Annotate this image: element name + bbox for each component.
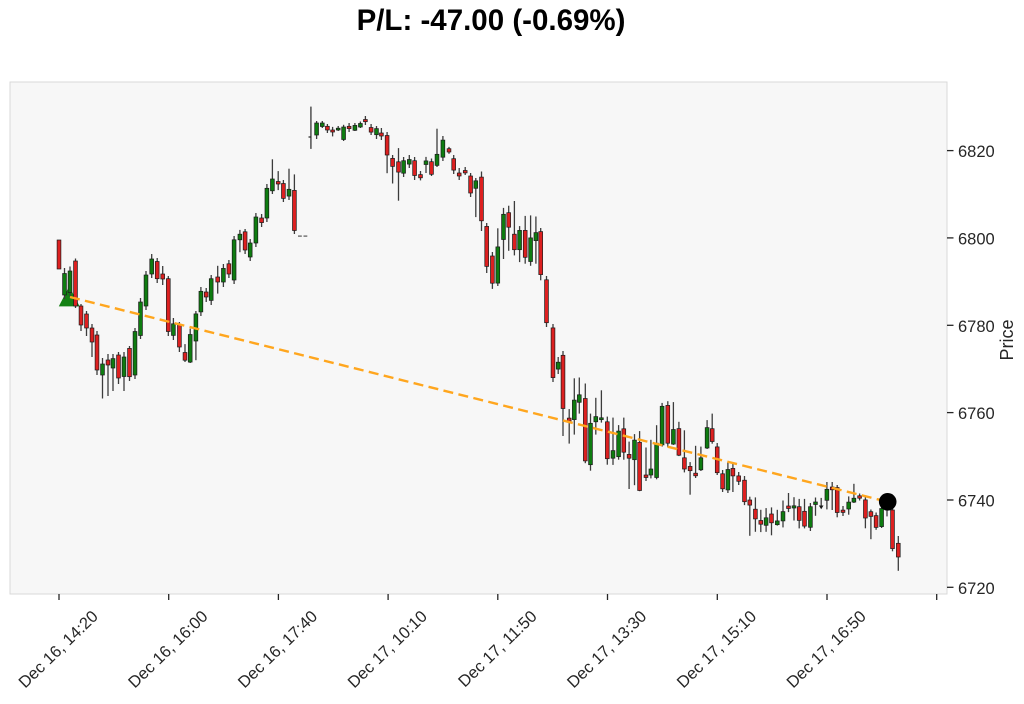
svg-text:6780: 6780 xyxy=(958,318,995,336)
svg-text:P/L: -47.00 (-0.69%): P/L: -47.00 (-0.69%) xyxy=(357,4,626,37)
svg-text:6740: 6740 xyxy=(958,493,995,511)
svg-text:Price: Price xyxy=(997,319,1017,360)
svg-text:6820: 6820 xyxy=(958,143,995,161)
svg-text:6720: 6720 xyxy=(958,580,995,598)
svg-text:6800: 6800 xyxy=(958,231,995,249)
svg-text:6760: 6760 xyxy=(958,405,995,423)
